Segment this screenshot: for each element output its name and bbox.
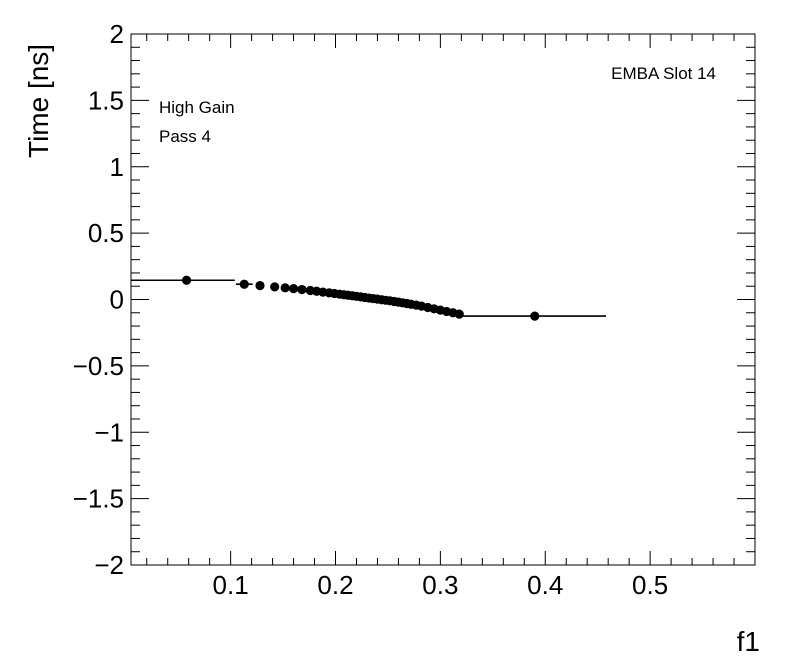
x-tick-label: 0.5 <box>632 570 668 600</box>
data-point <box>288 284 299 294</box>
axis-ticks <box>131 33 755 566</box>
data-points <box>131 275 607 321</box>
y-tick-label: 0 <box>110 285 124 315</box>
y-tick-label: −0.5 <box>73 351 124 381</box>
x-tick-label: 0.3 <box>422 570 458 600</box>
annotation-slot: EMBA Slot 14 <box>611 64 716 83</box>
y-tick-label: −1.5 <box>73 484 124 514</box>
data-point <box>530 311 540 321</box>
x-tick-label: 0.2 <box>317 570 353 600</box>
tick-labels: 0.1 0.2 0.3 0.4 0.5 −2 −1.5 −1 −0.5 0 0.5 1 1.5 2 <box>73 19 669 600</box>
data-point <box>270 282 280 292</box>
x-tick-label: 0.1 <box>213 570 249 600</box>
y-tick-label: −2 <box>94 550 124 580</box>
y-tick-label: 0.5 <box>88 218 124 248</box>
x-tick-label: 0.4 <box>527 570 563 600</box>
x-axis-title: f1 <box>737 626 760 657</box>
data-point <box>280 283 290 293</box>
y-tick-label: 1 <box>110 152 124 182</box>
y-tick-label: −1 <box>94 417 124 447</box>
data-point <box>454 309 464 319</box>
annotation-pass: Pass 4 <box>159 127 211 146</box>
data-point <box>239 279 249 289</box>
data-point <box>181 275 192 285</box>
y-tick-label: 1.5 <box>88 85 124 115</box>
y-axis-title: Time [ns] <box>23 44 54 158</box>
data-point <box>297 284 307 295</box>
data-point <box>255 280 265 291</box>
y-tick-label: 2 <box>110 19 124 49</box>
annotation-high-gain: High Gain <box>159 98 235 117</box>
